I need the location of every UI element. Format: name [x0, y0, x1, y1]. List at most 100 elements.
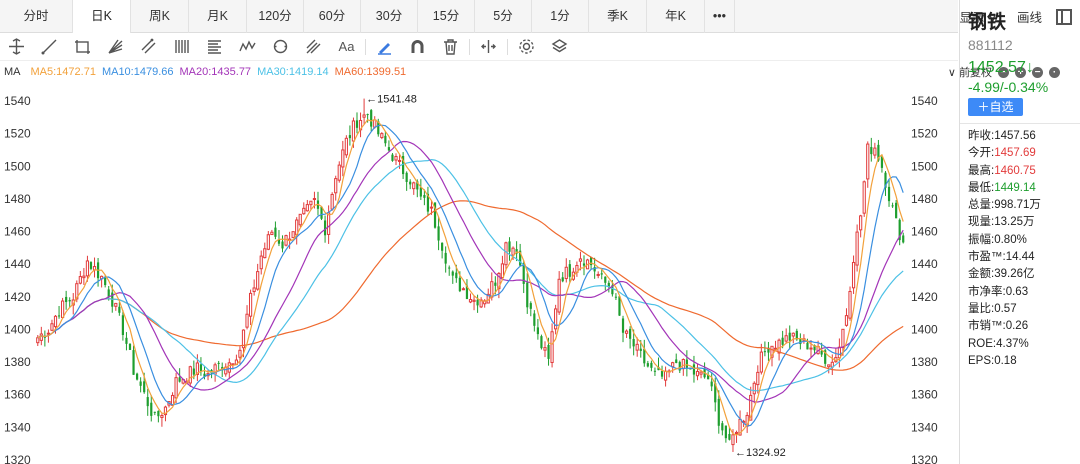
tab-quarterly-k[interactable]: 季K — [589, 0, 647, 33]
candle-body — [511, 247, 515, 256]
candle-body — [125, 337, 128, 344]
candlestick-chart[interactable]: 1540 1540 1520 1520 1500 1500 1480 1480 1460 1460… — [0, 84, 958, 464]
line-icon[interactable] — [33, 33, 66, 61]
y-tick-right: 1480 — [911, 192, 938, 206]
tab-monthly-k[interactable]: 月K — [189, 0, 247, 33]
text-list-icon[interactable] — [198, 33, 231, 61]
tab-1min[interactable]: 1分 — [532, 0, 589, 33]
channel-icon[interactable] — [132, 33, 165, 61]
stock-change: -4.99/-0.34% — [968, 79, 1049, 95]
draw-line-button[interactable]: 画线 — [1016, 11, 1042, 25]
stat-row: 振幅:0.80% — [968, 232, 1080, 249]
candle-body — [384, 135, 387, 144]
low-annotation: ←1324.92 — [735, 447, 786, 459]
candle-body — [618, 296, 621, 316]
magnet-icon[interactable] — [401, 33, 434, 61]
settings-circle-icon[interactable]: · — [1049, 66, 1060, 78]
candle-body — [519, 250, 522, 266]
candle-body — [241, 329, 246, 349]
y-tick-left: 1440 — [4, 257, 31, 271]
ma-legend: MA MA5:1472.71 MA10:1479.66 MA20:1435.77… — [0, 62, 958, 82]
scale-icon[interactable] — [472, 33, 505, 61]
stat-value: 998.71万 — [994, 199, 1041, 212]
candle-body — [717, 398, 720, 426]
add-watchlist-button[interactable]: ＋自选 — [968, 98, 1023, 116]
high-annotation: ←1541.48 — [366, 94, 417, 106]
pitchfork-icon[interactable] — [297, 33, 330, 61]
candle-body — [121, 315, 124, 336]
cycle-icon[interactable] — [264, 33, 297, 61]
candle-body — [163, 406, 168, 416]
collapse-icon[interactable]: − — [998, 66, 1009, 78]
stat-label: 昨收: — [968, 130, 995, 142]
candle-body — [873, 147, 877, 156]
tab-60min[interactable]: 60分 — [304, 0, 361, 33]
candle-body — [441, 242, 444, 251]
crosshair-icon[interactable] — [0, 33, 33, 61]
zoom-out-icon[interactable]: − — [1032, 66, 1043, 78]
candle-body — [675, 359, 678, 363]
candle-body — [298, 213, 302, 226]
stat-value: 0.63 — [1005, 285, 1029, 298]
candle-body — [192, 368, 195, 375]
candle-body — [795, 330, 798, 340]
candle-body — [714, 383, 717, 403]
fib-lines-icon[interactable] — [165, 33, 198, 61]
tab-120min[interactable]: 120分 — [247, 0, 304, 33]
tab-15min[interactable]: 15分 — [418, 0, 475, 33]
y-tick-right: 1460 — [911, 225, 938, 239]
stat-value: 39.26亿 — [994, 268, 1035, 281]
tab-weekly-k[interactable]: 周K — [131, 0, 189, 33]
quote-panel: 钢铁 881112 1452.57↓ -4.99/-0.34% ＋自选 昨收:1… — [959, 0, 1080, 464]
rectangle-icon[interactable] — [66, 33, 99, 61]
ma-label: MA — [4, 66, 21, 78]
candle-body — [370, 110, 373, 127]
candle-body — [721, 423, 724, 431]
tab-5min[interactable]: 5分 — [475, 0, 532, 33]
candle-body — [139, 381, 142, 386]
y-tick-left: 1400 — [4, 322, 31, 336]
y-tick-right: 1320 — [911, 453, 938, 464]
candle-body — [334, 178, 338, 194]
tab-yearly-k[interactable]: 年K — [647, 0, 705, 33]
layers-icon[interactable] — [543, 33, 576, 61]
stat-row: 最低:1449.14 — [968, 180, 1080, 197]
tab-daily-k[interactable]: 日K — [73, 0, 131, 33]
fan-icon[interactable] — [99, 33, 132, 61]
candle-body — [391, 154, 394, 161]
candle-body — [788, 332, 791, 341]
y-tick-left: 1360 — [4, 388, 31, 402]
text-icon[interactable]: Aa — [338, 39, 355, 54]
tab-intraday[interactable]: 分时 — [0, 0, 73, 33]
trash-icon[interactable] — [434, 33, 467, 61]
display-dropdown[interactable]: 显示 ∨ — [959, 11, 997, 25]
candle-body — [472, 299, 476, 302]
toolbar-separator — [469, 38, 470, 55]
y-tick-left: 1460 — [4, 225, 31, 239]
candle-body — [245, 313, 249, 328]
candle-body — [657, 366, 660, 371]
candle-body — [504, 242, 508, 266]
candle-body — [195, 362, 199, 375]
stat-value: 4.37% — [996, 337, 1029, 350]
tab-30min[interactable]: 30分 — [361, 0, 418, 33]
candle-body — [89, 262, 93, 269]
wave-icon[interactable] — [231, 33, 264, 61]
adjust-dropdown[interactable]: ∨ 前复权 — [947, 67, 992, 79]
candle-body — [174, 377, 178, 399]
candle-body — [397, 159, 402, 162]
brush-icon[interactable] — [368, 33, 401, 61]
candle-body — [773, 347, 778, 350]
tab-more[interactable]: ••• — [705, 0, 735, 33]
candle-body — [646, 363, 649, 367]
settings-icon[interactable] — [510, 33, 543, 61]
candle-body — [412, 182, 416, 190]
layout-panel-icon[interactable] — [1056, 8, 1072, 25]
candle-body — [394, 156, 398, 161]
y-tick-right: 1340 — [911, 420, 938, 434]
stat-row: 总量:998.71万 — [968, 197, 1080, 214]
candle-body — [263, 248, 267, 259]
candle-body — [252, 287, 256, 293]
zoom-in-icon[interactable]: + — [1015, 66, 1026, 78]
candle-body — [728, 433, 731, 440]
